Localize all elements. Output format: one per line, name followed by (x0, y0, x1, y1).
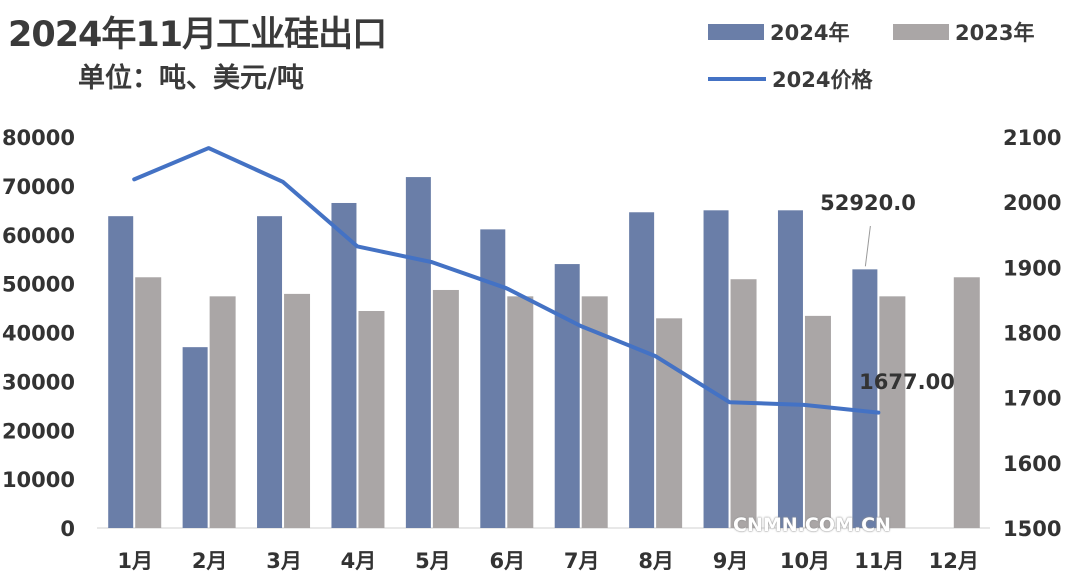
bar-2023 (432, 289, 459, 528)
x-axis-tick: 5月 (415, 549, 451, 573)
bar-2024 (108, 216, 134, 529)
right-axis-tick: 1800 (1003, 322, 1061, 346)
legend-item-price: 2024价格 (708, 64, 872, 94)
bar-2023 (953, 277, 980, 528)
left-axis-tick: 50000 (2, 273, 75, 297)
bar-2023 (507, 296, 534, 528)
legend-label-2024: 2024年 (770, 21, 850, 45)
x-axis-tick: 9月 (713, 549, 749, 573)
bar-2023 (879, 296, 906, 528)
legend-item-2023: 2023年 (893, 17, 1034, 47)
x-axis-tick: 7月 (564, 549, 600, 573)
bar-2023 (209, 296, 236, 528)
right-axis-tick: 1700 (1003, 387, 1061, 411)
legend-line-price (708, 77, 766, 81)
x-axis-tick: 8月 (638, 549, 674, 573)
legend-item-2024: 2024年 (708, 17, 849, 47)
left-axis-tick: 30000 (2, 370, 75, 394)
right-axis-tick: 1500 (1003, 517, 1061, 541)
x-axis-tick: 11月 (854, 549, 904, 573)
left-axis-tick: 60000 (2, 224, 75, 248)
x-axis-tick: 2月 (192, 549, 228, 573)
bar-2024 (182, 347, 208, 528)
legend-label-price: 2024价格 (772, 68, 873, 92)
right-axis-tick: 1600 (1003, 452, 1061, 476)
bar-2024 (852, 269, 878, 528)
left-axis-tick: 80000 (2, 126, 75, 150)
left-axis-tick: 40000 (2, 322, 75, 346)
legend-swatch-2024 (708, 24, 764, 40)
bar-2024 (629, 212, 655, 528)
left-axis-tick: 20000 (2, 419, 75, 443)
left-axis-tick: 70000 (2, 175, 75, 199)
bar-2024 (554, 264, 580, 528)
bar-2024 (703, 210, 729, 528)
x-axis-tick: 10月 (780, 549, 830, 573)
annotation-leader-line (864, 225, 871, 267)
bar-2024 (405, 177, 431, 528)
bar-2023 (284, 293, 311, 528)
bar-2024 (257, 216, 283, 529)
watermark: CNMN.COM.CN (733, 514, 891, 536)
left-axis-tick: 0 (60, 517, 75, 541)
legend-swatch-2023 (893, 24, 949, 40)
bar-2024 (480, 229, 506, 528)
price-line-2024 (132, 146, 881, 415)
x-axis-tick: 12月 (929, 549, 979, 573)
left-axis-tick: 10000 (2, 468, 75, 492)
bar-2024 (331, 202, 357, 528)
right-axis-tick: 2000 (1003, 191, 1061, 215)
chart-title: 2024年11月工业硅出口 (8, 15, 387, 55)
data-label-2024-nov: 52920.0 (820, 191, 916, 215)
bar-2023 (804, 315, 831, 528)
bar-2024 (777, 210, 803, 528)
x-axis-tick: 6月 (489, 549, 525, 573)
legend-label-2023: 2023年 (955, 21, 1035, 45)
right-axis-tick: 1900 (1003, 256, 1061, 280)
bar-2023 (656, 318, 683, 528)
right-axis-tick: 2100 (1003, 126, 1061, 150)
bar-2023 (358, 310, 385, 528)
x-axis-tick: 3月 (266, 549, 302, 573)
bar-2023 (135, 277, 162, 528)
data-label-price-nov: 1677.00 (859, 370, 955, 394)
chart-subtitle: 单位：吨、美元/吨 (78, 63, 304, 94)
x-axis-tick: 1月 (117, 549, 153, 573)
x-axis-tick: 4月 (341, 549, 377, 573)
